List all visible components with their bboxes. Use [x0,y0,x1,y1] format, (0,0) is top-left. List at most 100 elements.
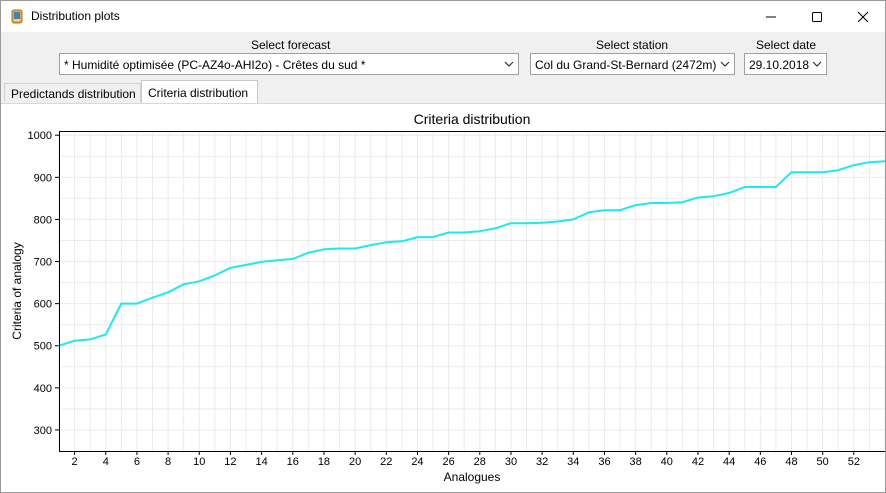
data-point [806,171,808,173]
tab-criteria-distribution[interactable]: Criteria distribution [141,80,258,103]
data-point [666,202,668,204]
data-point [229,267,231,269]
y-tick-label: 600 [34,299,52,311]
data-point [183,283,185,285]
x-tick-label: 2 [72,456,78,468]
x-tick-label: 48 [785,456,797,468]
x-tick-label: 12 [224,456,236,468]
x-tick-label: 4 [103,456,109,468]
station-value: Col du Grand-St-Bernard (2472m) [535,58,717,72]
date-select[interactable]: 29.10.2018 [744,53,827,75]
tab-bar: Predictands distribution Criteria distri… [1,80,885,103]
tab-predictands-distribution[interactable]: Predictands distribution [4,83,141,102]
window-title: Distribution plots [31,9,120,23]
data-point [245,264,247,266]
chevron-down-icon [504,61,514,67]
x-tick-label: 24 [411,456,423,468]
data-point [432,236,434,238]
y-tick-labels: 300 400 500 600 700 800 900 1000 [28,130,59,437]
data-point [681,201,684,203]
data-point [261,261,263,263]
data-point [759,186,761,188]
y-tick-label: 900 [34,172,52,184]
x-tick-label: 50 [817,456,829,468]
x-tick-label: 16 [287,456,299,468]
x-tick-label: 46 [754,456,766,468]
data-point [822,171,824,173]
data-point [463,231,465,234]
y-tick-label: 400 [34,383,52,395]
x-tick-label: 30 [505,456,517,468]
minimize-icon [766,16,776,17]
data-point [292,258,294,260]
x-axis-label: Analogues [444,470,501,484]
data-point [151,297,154,299]
data-point [572,218,574,220]
data-point [307,252,309,254]
x-tick-label: 8 [165,456,171,468]
data-point [198,280,200,282]
close-button[interactable] [840,1,885,32]
data-point [744,186,746,188]
chart-panel: 300 400 500 600 700 800 900 1000 2 4 6 8 10 12 14 16 18… [1,103,885,492]
x-tick-label: 18 [318,456,330,468]
data-point [510,222,512,224]
y-tick-label: 700 [34,257,52,269]
data-point [790,171,793,173]
data-point [728,192,730,194]
data-point [525,222,528,224]
data-point [354,247,356,250]
data-point [105,333,107,335]
maximize-button[interactable] [794,1,840,32]
data-point [697,196,699,199]
data-point [276,259,278,261]
forecast-select[interactable]: * Humidité optimisée (PC-AZ4o-AHI2o) - C… [59,53,519,75]
x-tick-label: 22 [380,456,392,468]
title-bar: Distribution plots [1,1,885,32]
date-value: 29.10.2018 [749,58,810,72]
data-point [214,274,216,276]
series-points [58,160,885,347]
minimize-button[interactable] [748,1,794,32]
y-tick-label: 300 [34,425,52,437]
data-point [120,303,122,305]
station-select[interactable]: Col du Grand-St-Bernard (2472m) [530,53,735,75]
data-point [713,195,715,197]
y-tick-label: 1000 [28,130,52,142]
data-point [338,247,341,250]
data-point [89,338,91,340]
data-point [837,169,839,171]
x-tick-label: 36 [598,456,610,468]
y-tick-label: 500 [34,341,52,353]
data-point [448,231,450,234]
chevron-down-icon [720,61,730,67]
app-icon [11,9,23,24]
chevron-down-icon [812,61,822,67]
data-point [416,236,419,238]
data-point [557,220,559,223]
data-point [401,240,403,242]
data-point [650,202,652,204]
data-point [619,209,621,211]
selector-bar: Select forecast * Humidité optimisée (PC… [1,32,885,80]
maximize-icon [812,11,822,22]
data-point [136,303,138,305]
data-point [603,209,606,211]
data-point [370,244,372,246]
y-axis-label: Criteria of analogy [10,242,24,339]
data-point [385,241,387,243]
station-label: Select station [596,38,669,52]
data-point [74,340,76,342]
date-label: Select date [756,38,817,52]
data-point [853,164,855,166]
x-tick-label: 32 [536,456,548,468]
x-tick-label: 40 [661,456,673,468]
data-point [775,186,777,188]
x-tick-label: 34 [567,456,579,468]
x-tick-label: 6 [134,456,140,468]
x-tick-label: 10 [193,456,205,468]
tab-label: Predictands distribution [11,87,136,101]
close-icon [858,11,868,22]
